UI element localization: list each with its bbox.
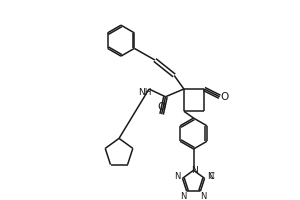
- Text: O: O: [220, 92, 229, 102]
- Text: O: O: [158, 102, 166, 112]
- Text: NH: NH: [138, 88, 152, 97]
- Text: N: N: [201, 192, 207, 200]
- Text: N: N: [174, 172, 180, 181]
- Text: C: C: [208, 172, 214, 181]
- Text: N: N: [180, 192, 187, 200]
- Text: N: N: [191, 166, 198, 175]
- Text: N: N: [207, 172, 213, 181]
